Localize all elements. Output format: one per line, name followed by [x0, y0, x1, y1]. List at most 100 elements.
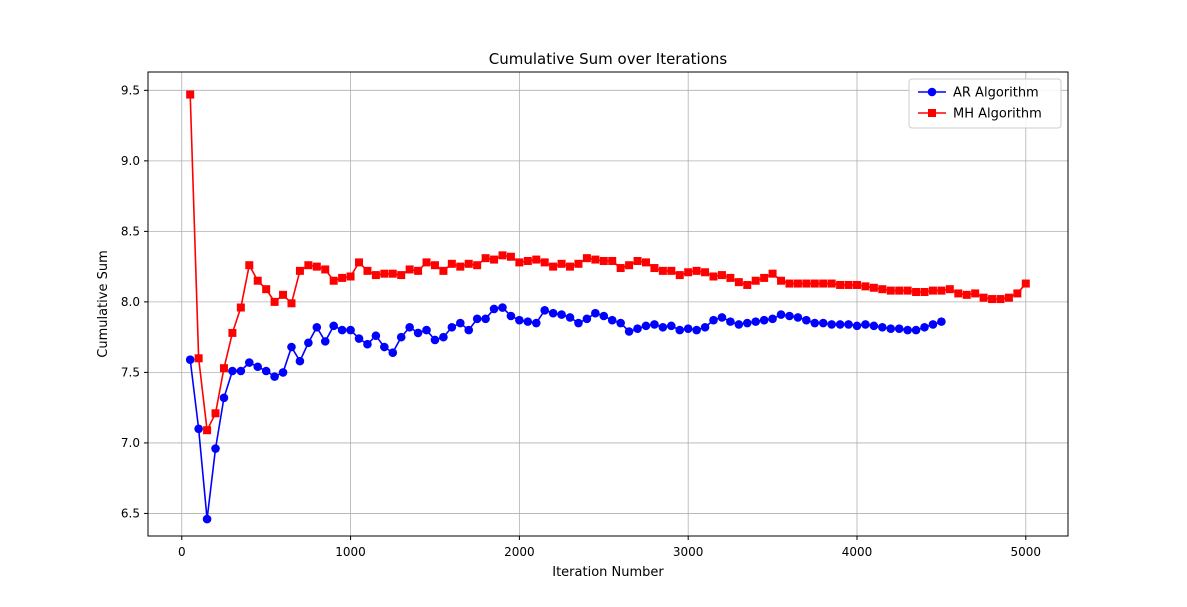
- data-point-ar-algorithm: [430, 335, 440, 345]
- data-point-mh-algorithm: [304, 261, 313, 270]
- data-point-ar-algorithm: [658, 322, 668, 332]
- data-point-ar-algorithm: [717, 313, 727, 322]
- data-point-ar-algorithm: [675, 325, 685, 335]
- x-tick-label: 3000: [673, 545, 704, 559]
- y-tick-label: 8.0: [121, 295, 140, 309]
- data-point-mh-algorithm: [481, 254, 490, 263]
- legend-item-mh-algorithm: MH Algorithm: [918, 107, 1042, 122]
- data-point-ar-algorithm: [363, 339, 372, 349]
- data-point-mh-algorithm: [633, 256, 642, 265]
- grid-lines: [148, 72, 1068, 536]
- data-point-mh-algorithm: [962, 290, 971, 299]
- data-point-ar-algorithm: [287, 342, 296, 352]
- data-point-mh-algorithm: [490, 255, 499, 264]
- data-point-ar-algorithm: [413, 328, 423, 338]
- data-point-mh-algorithm: [388, 269, 397, 278]
- data-point-mh-algorithm: [355, 258, 364, 267]
- data-point-mh-algorithm: [650, 264, 659, 273]
- data-point-ar-algorithm: [523, 317, 533, 326]
- data-point-mh-algorithm: [903, 286, 912, 295]
- data-point-ar-algorithm: [202, 514, 212, 524]
- data-point-mh-algorithm: [701, 268, 710, 277]
- data-point-ar-algorithm: [818, 318, 828, 328]
- data-point-mh-algorithm: [886, 286, 895, 295]
- data-point-mh-algorithm: [1004, 293, 1013, 302]
- data-point-mh-algorithm: [464, 259, 473, 268]
- data-point-ar-algorithm: [633, 324, 642, 333]
- x-tick-label: 1000: [335, 545, 366, 559]
- data-point-ar-algorithm: [776, 310, 786, 319]
- data-point-mh-algorithm: [777, 276, 786, 285]
- data-point-ar-algorithm: [244, 358, 254, 367]
- data-point-mh-algorithm: [717, 271, 726, 280]
- data-point-mh-algorithm: [532, 255, 541, 264]
- legend-label-mh-algorithm: MH Algorithm: [953, 107, 1042, 122]
- data-point-mh-algorithm: [245, 261, 254, 270]
- data-point-ar-algorithm: [531, 318, 541, 328]
- plot-frame: [147, 71, 1069, 537]
- x-tick-label: 2000: [504, 545, 535, 559]
- data-point-mh-algorithm: [295, 266, 304, 275]
- legend-box: [908, 78, 1062, 129]
- x-tick-label: 5000: [1011, 545, 1042, 559]
- data-point-mh-algorithm: [844, 280, 853, 289]
- data-point-mh-algorithm: [439, 266, 448, 275]
- data-point-ar-algorithm: [464, 325, 474, 335]
- data-point-ar-algorithm: [768, 314, 777, 324]
- data-point-mh-algorithm: [211, 409, 220, 418]
- data-point-ar-algorithm: [844, 320, 853, 329]
- data-point-mh-algorithm: [684, 268, 693, 277]
- data-point-mh-algorithm: [616, 264, 625, 273]
- data-point-ar-algorithm: [455, 318, 465, 328]
- data-point-mh-algorithm: [945, 285, 954, 294]
- data-point-ar-algorithm: [253, 362, 263, 372]
- data-point-ar-algorithm: [439, 332, 448, 342]
- data-point-ar-algorithm: [219, 393, 229, 403]
- data-point-mh-algorithm: [253, 276, 262, 285]
- data-point-mh-algorithm: [810, 279, 819, 288]
- data-point-mh-algorithm: [430, 261, 439, 270]
- data-point-mh-algorithm: [329, 276, 338, 285]
- data-point-ar-algorithm: [211, 444, 220, 453]
- data-point-mh-algorithm: [743, 280, 752, 289]
- data-point-mh-algorithm: [599, 256, 608, 265]
- data-point-mh-algorithm: [456, 262, 465, 271]
- data-point-mh-algorithm: [954, 289, 963, 298]
- data-point-mh-algorithm: [287, 299, 296, 308]
- data-point-mh-algorithm: [506, 252, 515, 261]
- data-point-ar-algorithm: [278, 368, 288, 377]
- data-point-mh-algorithm: [625, 261, 634, 270]
- data-point-ar-algorithm: [911, 325, 921, 335]
- data-point-ar-algorithm: [515, 315, 524, 325]
- data-point-mh-algorithm: [928, 286, 937, 295]
- data-point-mh-algorithm: [363, 266, 372, 275]
- data-point-ar-algorithm: [194, 424, 203, 434]
- data-point-ar-algorithm: [354, 334, 364, 343]
- data-point-ar-algorithm: [607, 315, 617, 325]
- data-point-ar-algorithm: [894, 324, 904, 333]
- data-point-mh-algorithm: [203, 426, 212, 435]
- data-point-mh-algorithm: [397, 271, 406, 280]
- data-point-ar-algorithm: [802, 315, 811, 325]
- data-point-mh-algorithm: [186, 90, 195, 99]
- data-point-ar-algorithm: [920, 322, 929, 332]
- series-ar-algorithm: [185, 303, 946, 524]
- data-point-ar-algorithm: [591, 308, 600, 318]
- data-point-mh-algorithm: [734, 278, 743, 287]
- data-point-mh-algorithm: [515, 258, 524, 267]
- x-tick-label: 4000: [842, 545, 873, 559]
- data-point-mh-algorithm: [937, 286, 946, 295]
- y-tick-label: 9.5: [121, 83, 140, 97]
- x-axis-label: Iteration Number: [552, 565, 664, 580]
- data-point-ar-algorithm: [835, 320, 845, 329]
- data-point-ar-algorithm: [878, 322, 887, 332]
- data-point-ar-algorithm: [709, 315, 718, 325]
- data-point-ar-algorithm: [380, 342, 389, 352]
- data-point-ar-algorithm: [565, 313, 575, 322]
- x-tick-label: 0: [178, 545, 186, 559]
- legend-item-ar-algorithm: AR Algorithm: [918, 86, 1039, 101]
- data-point-ar-algorithm: [185, 355, 195, 365]
- data-point-mh-algorithm: [194, 354, 203, 363]
- data-point-mh-algorithm: [582, 254, 591, 263]
